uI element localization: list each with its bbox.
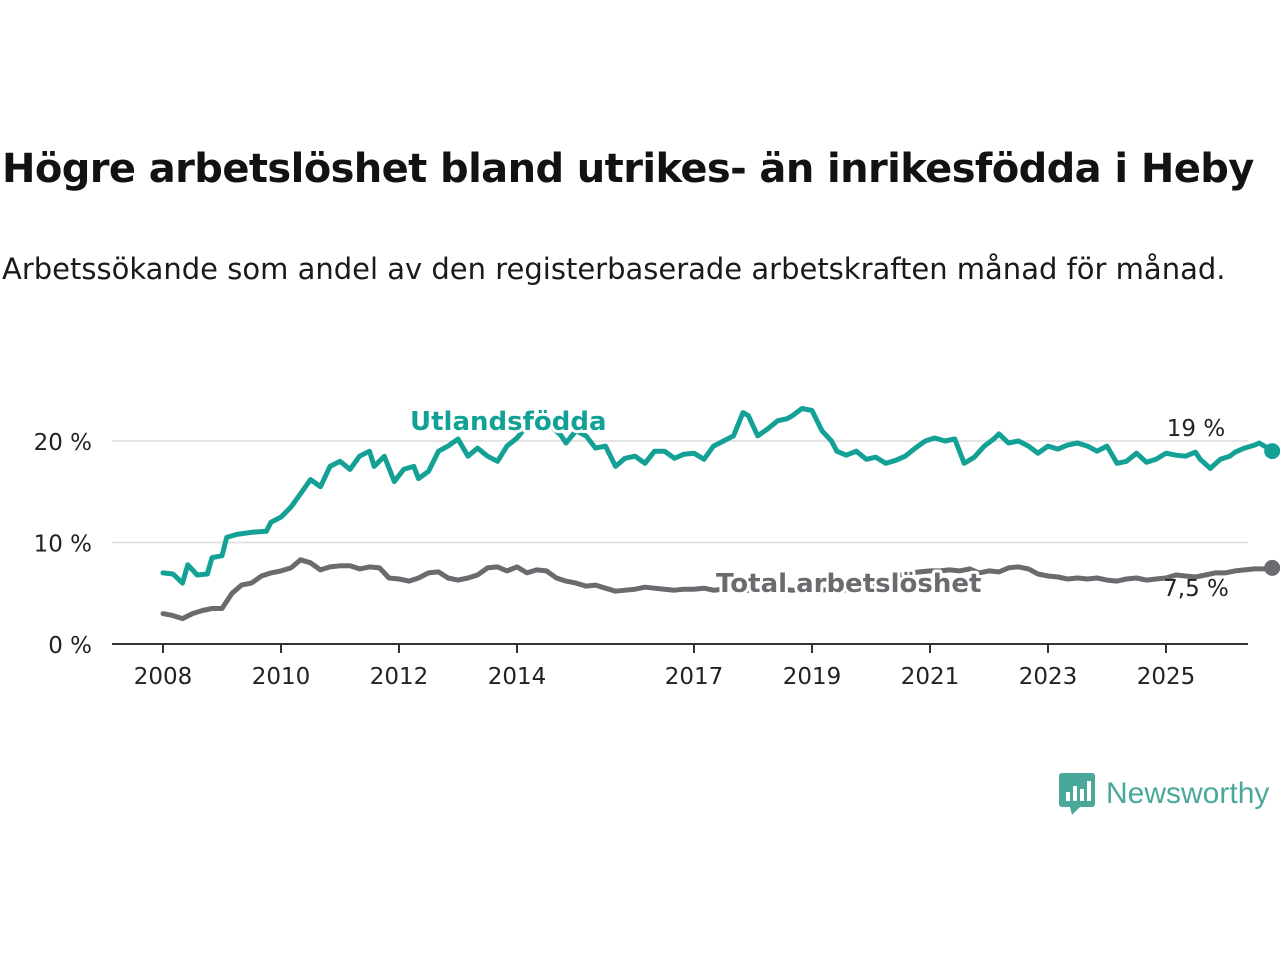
x-tick-label: 2017 — [665, 664, 724, 690]
utlandsfodda-end-dot — [1264, 443, 1280, 460]
y-tick-label: 20 % — [34, 430, 92, 456]
y-axis-tick-labels: 0 % 10 % 20 % — [34, 430, 92, 659]
x-tick-label: 2019 — [783, 664, 842, 690]
series-lines — [160, 406, 1280, 622]
gridlines — [112, 440, 1248, 544]
x-tick-label: 2008 — [134, 664, 193, 690]
y-tick-label: 10 % — [34, 532, 92, 558]
chart-title: Högre arbetslöshet bland utrikes- än inr… — [2, 146, 1254, 192]
line-chart: 0 % 10 % 20 % 2008 2010 2012 2014 2017 2019 2021… — [34, 404, 1280, 690]
utlandsfodda-end-label: 19 % — [1167, 416, 1225, 442]
total-end-dot — [1264, 559, 1280, 576]
utlandsfodda-label-halo: Utlandsfödda — [410, 407, 607, 437]
brand-name: Newsworthy — [1106, 777, 1270, 810]
y-tick-label: 0 % — [48, 633, 92, 659]
total-line — [160, 557, 1275, 622]
total-label-halo: Total arbetslöshet — [716, 569, 981, 599]
utlandsfodda-line — [160, 406, 1275, 586]
newsworthy-logo-icon — [1059, 773, 1095, 815]
x-tick-label: 2023 — [1019, 664, 1078, 690]
total-label: Total arbetslöshet — [716, 569, 981, 599]
x-axis: 2008 2010 2012 2014 2017 2019 2021 2023 2025 — [112, 643, 1248, 690]
x-tick-label: 2010 — [252, 664, 311, 690]
total-end-label: 7,5 % — [1163, 576, 1229, 602]
x-tick-label: 2025 — [1137, 664, 1196, 690]
x-tick-label: 2012 — [370, 664, 429, 690]
utlandsfodda-label: Utlandsfödda — [410, 407, 607, 437]
newsworthy-logo: Newsworthy — [1058, 772, 1269, 816]
x-tick-label: 2021 — [901, 664, 960, 690]
x-tick-label: 2014 — [488, 664, 547, 690]
chart-subtitle: Arbetssökande som andel av den registerb… — [2, 252, 1226, 286]
